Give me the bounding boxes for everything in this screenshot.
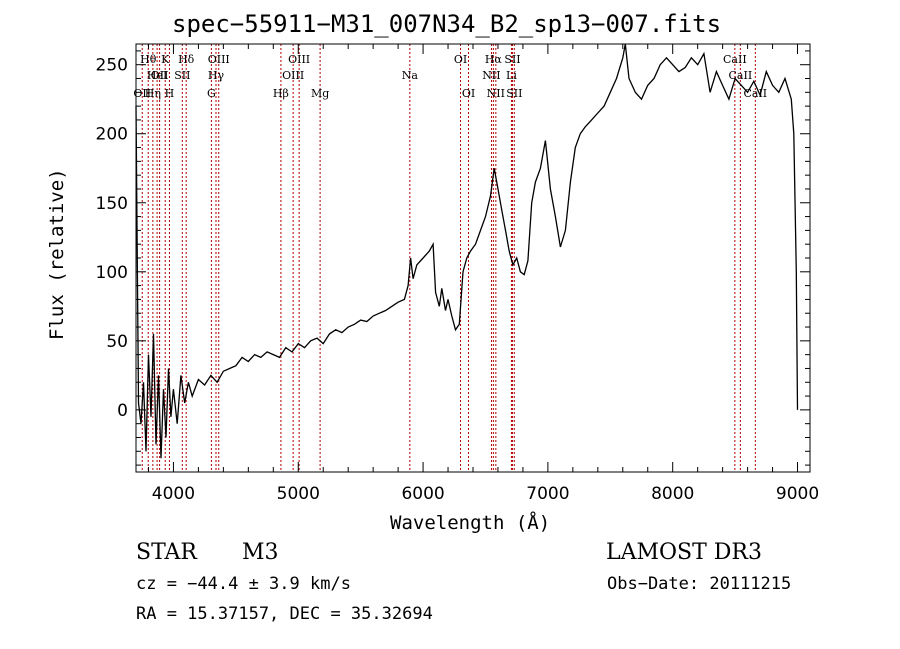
plot-frame — [135, 43, 811, 473]
line-label: OIII — [282, 69, 304, 82]
line-label: SII — [504, 53, 520, 66]
line-label: CaII — [729, 69, 753, 82]
line-label: NII — [487, 87, 505, 100]
class-label: STAR — [136, 540, 197, 565]
line-label: Na — [402, 69, 419, 82]
line-label: Hα — [485, 53, 503, 66]
survey-label: LAMOST DR3 — [606, 540, 762, 565]
line-label: Hγ — [208, 69, 225, 82]
line-label: Mg — [311, 87, 329, 100]
spectrum-line — [135, 43, 799, 459]
x-tick-label: 7000 — [526, 484, 569, 504]
line-label: SII — [506, 87, 522, 100]
x-tick-label: 9000 — [776, 484, 819, 504]
obs-date-line: Obs−Date: 20111215 — [607, 574, 792, 594]
line-markers — [141, 44, 756, 472]
y-tick-label: 100 — [96, 263, 128, 283]
y-tick-label: 200 — [96, 125, 128, 145]
line-label: Hδ — [178, 53, 195, 66]
line-label: G — [207, 87, 216, 100]
subclass-label: M3 — [242, 540, 279, 565]
line-label: Hθ — [140, 53, 157, 66]
line-label: NII — [482, 69, 500, 82]
line-label: OII — [151, 69, 169, 82]
line-label: SII — [174, 69, 190, 82]
y-tick-label: 150 — [96, 194, 128, 214]
line-label: OIII — [288, 53, 310, 66]
line-label: Hη — [145, 87, 161, 100]
redshift-line: cz = −44.4 ± 3.9 km/s — [136, 574, 351, 594]
y-tick-label: 250 — [96, 56, 128, 76]
line-label: OI — [454, 53, 467, 66]
chart-title: spec−55911−M31_007N34_B2_sp13−007.fits — [172, 10, 722, 38]
x-tick-label: 5000 — [277, 484, 320, 504]
y-tick-label: 50 — [106, 332, 128, 352]
line-label: Hβ — [273, 87, 289, 100]
x-axis-label: Wavelength (Å) — [390, 512, 551, 534]
y-tick-label: 0 — [117, 401, 128, 421]
line-labels: OIIHθHηHeIOIIKHSIIHδGHγOIIIHβOIIIOIIIMgN… — [133, 53, 767, 100]
line-label: H — [165, 87, 175, 100]
line-label: OIII — [208, 53, 230, 66]
x-tick-label: 6000 — [401, 484, 444, 504]
line-label: Li — [506, 69, 517, 82]
line-label: CaII — [743, 87, 767, 100]
line-label: OII — [133, 87, 151, 100]
y-axis-label: Flux (relative) — [46, 168, 68, 340]
line-label: CaII — [723, 53, 747, 66]
x-tick-label: 8000 — [651, 484, 694, 504]
coordinates-line: RA = 15.37157, DEC = 35.32694 — [136, 604, 433, 624]
line-label: OI — [462, 87, 475, 100]
line-label: HeI — [147, 69, 167, 82]
x-axis: 4000 5000 6000 7000 8000 9000 — [147, 44, 819, 504]
x-tick-label: 4000 — [152, 484, 195, 504]
y-axis: 0 50 100 150 200 250 — [96, 50, 810, 466]
line-label: K — [161, 53, 170, 66]
